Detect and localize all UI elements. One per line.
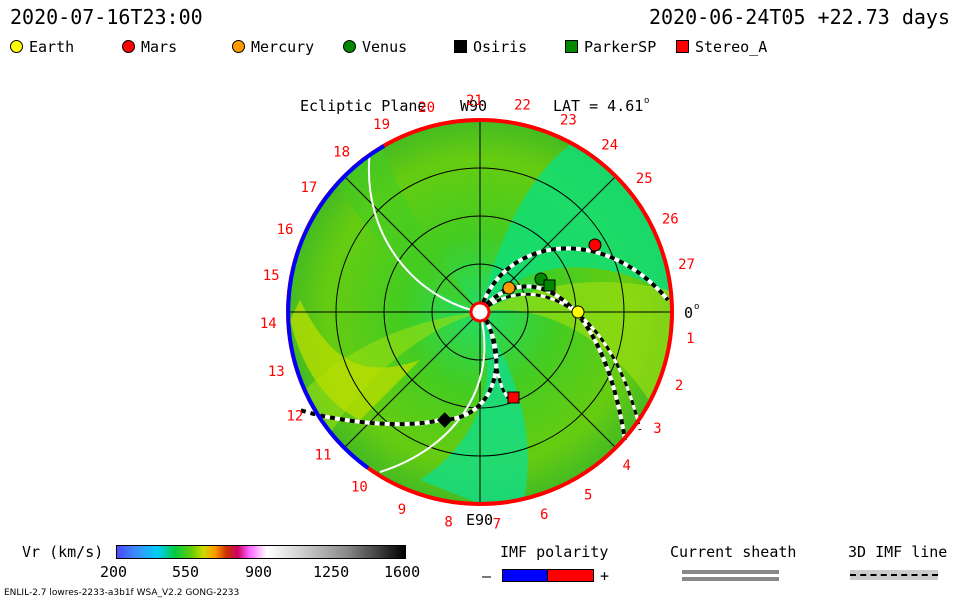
legend-mars: Mars bbox=[122, 38, 177, 56]
carrington-number: 15 bbox=[263, 268, 280, 284]
current-sheath-line-1 bbox=[682, 570, 779, 574]
imf-plus: + bbox=[600, 567, 610, 585]
legend-osiris: Osiris bbox=[454, 38, 527, 56]
legend-osiris-label: Osiris bbox=[473, 38, 528, 56]
parker-legend-icon bbox=[565, 40, 578, 53]
carrington-number: 11 bbox=[315, 448, 332, 464]
legend-stereo-a: Stereo_A bbox=[676, 38, 767, 56]
timestamp: 2020-07-16T23:00 bbox=[10, 5, 203, 29]
stereo-a-legend-icon bbox=[676, 40, 689, 53]
lat-degree: o bbox=[644, 96, 649, 106]
legend-earth: Earth bbox=[10, 38, 74, 56]
carrington-number: 5 bbox=[584, 487, 592, 503]
osiris-marker bbox=[436, 412, 453, 428]
body-legend: Earth Mars Mercury Venus Osiris ParkerSP… bbox=[10, 38, 950, 60]
colorbar-tick-200: 200 bbox=[100, 563, 128, 581]
colorbar-tick-1600: 1600 bbox=[384, 563, 421, 581]
carrington-number: 20 bbox=[418, 100, 435, 116]
mars-marker bbox=[588, 238, 602, 252]
w90-label: W90 bbox=[460, 97, 487, 115]
zero-label: 0 bbox=[684, 304, 693, 322]
zero-degree: o bbox=[694, 302, 699, 312]
carrington-number: 13 bbox=[268, 364, 285, 380]
legend-venus: Venus bbox=[343, 38, 407, 56]
mercury-legend-icon bbox=[232, 40, 245, 53]
carrington-number: 8 bbox=[444, 515, 452, 531]
carrington-number: 25 bbox=[636, 171, 653, 187]
reference-time: 2020-06-24T05 +22.73 days bbox=[648, 5, 950, 29]
carrington-number: 21 bbox=[466, 93, 483, 109]
legend-parker-label: ParkerSP bbox=[584, 38, 657, 56]
e90-label: E90 bbox=[466, 511, 493, 529]
mars-legend-icon bbox=[122, 40, 135, 53]
current-sheath-label: Current sheath bbox=[670, 543, 797, 561]
legend-mars-label: Mars bbox=[141, 38, 178, 56]
parker-marker bbox=[543, 279, 556, 292]
carrington-number: 24 bbox=[601, 137, 618, 153]
osiris-legend-icon bbox=[454, 40, 467, 53]
carrington-number: 9 bbox=[398, 502, 406, 518]
legend-mercury: Mercury bbox=[232, 38, 314, 56]
legend-earth-label: Earth bbox=[29, 38, 75, 56]
carrington-number: 12 bbox=[286, 408, 303, 424]
carrington-number: 17 bbox=[300, 180, 317, 196]
colorbar-tick-900: 900 bbox=[245, 563, 273, 581]
imf3d-label: 3D IMF line bbox=[848, 543, 948, 561]
legend-stereo-a-label: Stereo_A bbox=[695, 38, 768, 56]
colorbar-tick-550: 550 bbox=[172, 563, 200, 581]
mercury-marker bbox=[502, 281, 516, 295]
colorbar bbox=[116, 545, 406, 559]
venus-legend-icon bbox=[343, 40, 356, 53]
carrington-number: 22 bbox=[514, 97, 531, 113]
earth-legend-icon bbox=[10, 40, 23, 53]
carrington-number: 26 bbox=[662, 212, 679, 228]
stereo-a-marker bbox=[507, 391, 520, 404]
carrington-number: 2 bbox=[675, 378, 683, 394]
carrington-number: 4 bbox=[622, 458, 630, 474]
lat-label: LAT = 4.61 bbox=[553, 97, 643, 115]
plot-title: Ecliptic Plane bbox=[300, 97, 426, 115]
carrington-number: 7 bbox=[493, 516, 501, 532]
carrington-number: 16 bbox=[277, 222, 294, 238]
legend-venus-label: Venus bbox=[362, 38, 408, 56]
carrington-number: 14 bbox=[260, 316, 277, 332]
colorbar-tick-1250: 1250 bbox=[313, 563, 350, 581]
carrington-number: 6 bbox=[540, 507, 548, 523]
legend-parker: ParkerSP bbox=[565, 38, 656, 56]
imf-positive-swatch bbox=[547, 569, 594, 582]
carrington-number: 19 bbox=[373, 117, 390, 133]
colorbar-label: Vr (km/s) bbox=[22, 543, 104, 561]
imf-negative-swatch bbox=[502, 569, 549, 582]
current-sheath-line-2 bbox=[682, 577, 779, 581]
legend-mercury-label: Mercury bbox=[251, 38, 315, 56]
carrington-number: 23 bbox=[560, 112, 577, 128]
carrington-number: 3 bbox=[653, 421, 661, 437]
model-info: ENLIL-2.7 lowres-2233-a3b1f WSA_V2.2 GON… bbox=[4, 588, 240, 598]
sun-icon bbox=[469, 301, 491, 323]
carrington-number: 10 bbox=[351, 479, 368, 495]
carrington-number: 27 bbox=[678, 257, 695, 273]
imf-polarity-label: IMF polarity bbox=[500, 543, 609, 561]
carrington-number: 18 bbox=[333, 144, 350, 160]
rim-negative bbox=[286, 144, 386, 470]
imf3d-dash bbox=[850, 574, 938, 576]
imf-minus: – bbox=[482, 567, 492, 585]
earth-marker bbox=[571, 305, 585, 319]
carrington-number: 1 bbox=[686, 331, 694, 347]
